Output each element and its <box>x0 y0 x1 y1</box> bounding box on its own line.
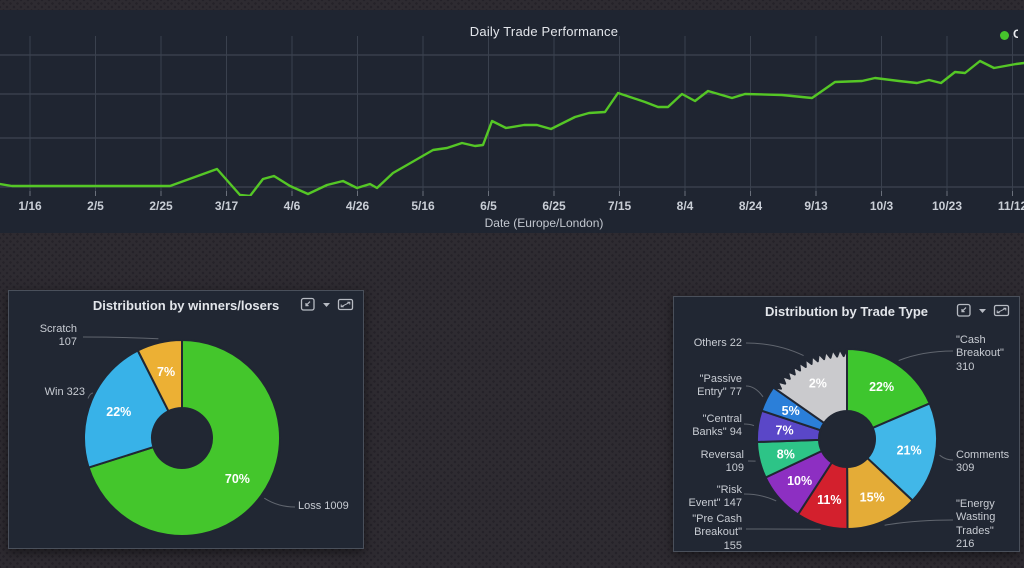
x-tick-label: 6/25 <box>542 199 566 213</box>
label-leader-line <box>743 493 777 502</box>
export-icon[interactable] <box>300 297 316 312</box>
x-tick-label: 4/6 <box>283 199 301 213</box>
panel-title: Distribution by Trade Type <box>764 304 928 319</box>
chart-title: Daily Trade Performance <box>469 24 619 39</box>
x-tick-label: 1/16 <box>18 199 42 213</box>
pie-slice-comments[interactable] <box>866 402 939 502</box>
x-tick-label: 2/25 <box>149 199 173 213</box>
slice-percent-label: 8% <box>777 447 795 461</box>
x-axis-labels: 1/16 2/5 2/25 3/17 4/6 4/26 5/16 6/5 6/25 7/15 8/4… <box>0 199 1024 216</box>
slice-percent-label: 22% <box>106 405 131 419</box>
slice-percent-label: 7% <box>776 424 794 438</box>
slice-percent-label: 10% <box>787 474 812 488</box>
export-icon[interactable] <box>956 303 972 318</box>
panel-title: Distribution by winners/losers <box>92 298 280 313</box>
x-axis-title: Date (Europe/London) <box>484 216 604 230</box>
winners-losers-donut-chart[interactable]: 70% 22% 7% <box>9 291 365 550</box>
x-tick-label: 2/5 <box>87 199 104 213</box>
label-leader-line <box>898 350 954 361</box>
fullscreen-icon[interactable] <box>337 297 354 312</box>
performance-line <box>0 59 1024 196</box>
slice-percent-label: 70% <box>225 472 250 486</box>
slice-percent-label: 11% <box>817 493 841 507</box>
slice-percent-label: 22% <box>869 380 894 394</box>
slice-percent-label: 2% <box>809 377 827 391</box>
x-tick-label: 3/17 <box>214 199 239 213</box>
label-leader-line <box>264 497 296 508</box>
slice-percent-label: 15% <box>860 490 885 504</box>
legend-label-clipped: C <box>1013 27 1018 41</box>
label-leader-line <box>939 454 954 461</box>
x-tick-label: 5/16 <box>411 199 435 213</box>
x-tick-label: 9/13 <box>804 199 828 213</box>
pie-slice-win[interactable] <box>83 349 170 469</box>
export-menu-caret-icon[interactable] <box>978 303 987 318</box>
pie-slice-cash-breakout[interactable] <box>846 348 931 429</box>
daily-trade-performance-panel: Daily Trade Performance C 1/16 2/5 2/25 3/1… <box>0 10 1024 233</box>
legend-dot-icon[interactable] <box>1000 31 1009 40</box>
label-leader-line <box>745 342 804 357</box>
pie-slice-scratch[interactable] <box>136 338 183 413</box>
label-leader-line <box>884 519 954 526</box>
slice-percent-label: 21% <box>897 443 922 457</box>
pie-slice-loss[interactable] <box>87 339 282 537</box>
x-tick-label: 11/12 <box>997 199 1024 213</box>
x-tick-label: 6/5 <box>480 199 497 213</box>
panel-tools <box>300 297 354 312</box>
trade-type-donut-chart[interactable]: 22% 21% 15% 11% 10% 8% 7% 5% 2% <box>674 297 1021 553</box>
legend: C <box>1000 10 1024 50</box>
x-tick-label: 7/15 <box>607 199 632 213</box>
x-tick-label: 10/23 <box>931 199 963 213</box>
label-leader-line <box>743 423 755 427</box>
label-leader-line <box>745 385 764 398</box>
pie-slice-others[interactable] <box>772 348 848 424</box>
export-menu-caret-icon[interactable] <box>322 297 331 312</box>
performance-line-chart[interactable] <box>0 35 1024 196</box>
x-tick-label: 8/24 <box>738 199 763 213</box>
slice-percent-label: 7% <box>157 365 175 379</box>
panel-tools <box>956 303 1010 318</box>
slice-percent-label: 5% <box>782 404 800 418</box>
label-leader-line <box>82 336 159 340</box>
winners-losers-panel: Distribution by winners/losers 70% 22% 7% … <box>8 290 364 549</box>
trade-type-panel: Distribution by Trade Type 22% 21% 15% 11% 1… <box>673 296 1020 552</box>
x-tick-label: 8/4 <box>676 199 694 213</box>
fullscreen-icon[interactable] <box>993 303 1010 318</box>
x-tick-label: 10/3 <box>869 199 894 213</box>
label-leader-line <box>87 392 94 399</box>
x-tick-label: 4/26 <box>345 199 370 213</box>
